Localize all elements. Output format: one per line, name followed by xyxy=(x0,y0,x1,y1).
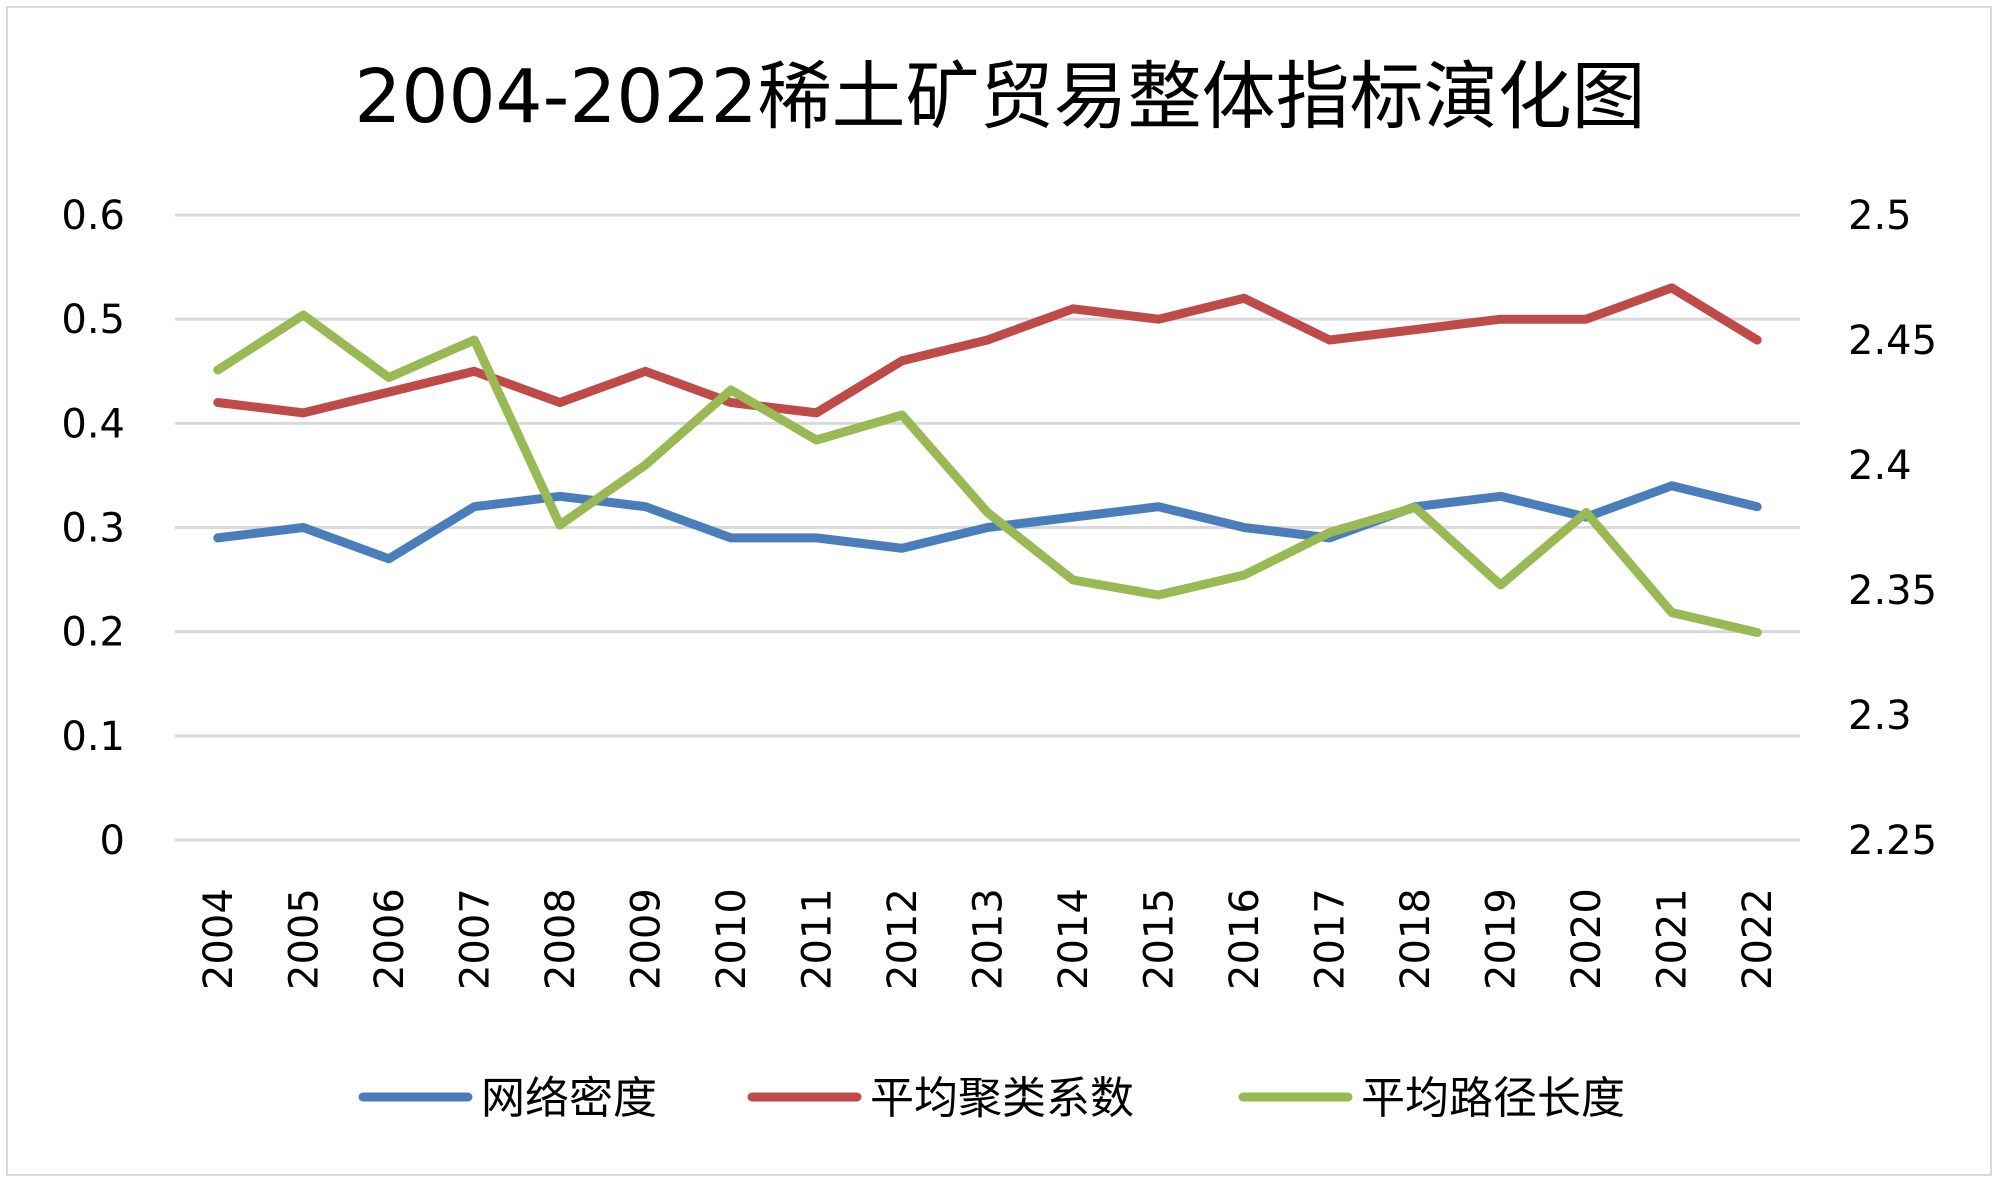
legend-label-0: 网络密度 xyxy=(481,1073,657,1124)
series-line-1 xyxy=(213,283,1762,418)
x-tick-label: 2005 xyxy=(281,888,327,990)
right-tick-label: 2.5 xyxy=(1848,193,1912,239)
x-tick-label: 2020 xyxy=(1564,888,1610,990)
x-tick-label: 2022 xyxy=(1735,888,1781,990)
legend-label-1: 平均聚类系数 xyxy=(870,1073,1134,1124)
x-tick-label: 2013 xyxy=(966,888,1012,990)
x-tick-label: 2014 xyxy=(1051,888,1097,990)
left-tick-label: 0.3 xyxy=(61,506,125,552)
left-tick-label: 0.1 xyxy=(61,714,125,760)
x-tick-label: 2017 xyxy=(1308,888,1354,990)
x-tick-label: 2019 xyxy=(1479,888,1525,990)
right-tick-label: 2.35 xyxy=(1848,568,1937,614)
x-axis-ticks: 2004 2005 2006 2007 2008 2009 2010 2011 2012 2013… xyxy=(196,888,1781,990)
right-axis-ticks: 2.25 2.3 2.35 2.4 2.45 2.5 xyxy=(1848,193,1937,864)
left-tick-label: 0 xyxy=(100,818,125,864)
left-tick-label: 0.2 xyxy=(61,610,125,656)
left-tick-label: 0.5 xyxy=(61,297,125,343)
series-lines xyxy=(213,283,1762,637)
x-tick-label: 2010 xyxy=(709,888,755,990)
series-line-2 xyxy=(213,310,1762,637)
x-tick-label: 2008 xyxy=(538,888,584,990)
legend-label-2: 平均路径长度 xyxy=(1361,1073,1625,1124)
left-tick-label: 0.4 xyxy=(61,401,125,447)
x-tick-label: 2007 xyxy=(452,888,498,990)
legend: 网络密度 平均聚类系数 平均路径长度 xyxy=(358,1073,1625,1124)
right-tick-label: 2.4 xyxy=(1848,443,1912,489)
x-tick-label: 2006 xyxy=(367,888,413,990)
x-tick-label: 2012 xyxy=(880,888,926,990)
x-tick-label: 2009 xyxy=(623,888,669,990)
x-tick-label: 2016 xyxy=(1222,888,1268,990)
right-tick-label: 2.25 xyxy=(1848,818,1937,864)
right-tick-label: 2.45 xyxy=(1848,318,1937,364)
chart-frame xyxy=(6,6,1992,1176)
x-tick-label: 2004 xyxy=(196,888,242,990)
x-tick-label: 2018 xyxy=(1393,888,1439,990)
left-axis-ticks: 0 0.1 0.2 0.3 0.4 0.5 0.6 xyxy=(61,193,125,864)
left-tick-label: 0.6 xyxy=(61,193,125,239)
right-tick-label: 2.3 xyxy=(1848,693,1912,739)
chart-title: 2004-2022稀土矿贸易整体指标演化图 xyxy=(354,54,1645,140)
x-tick-label: 2015 xyxy=(1137,888,1183,990)
x-tick-label: 2021 xyxy=(1650,888,1696,990)
x-tick-label: 2011 xyxy=(794,888,840,990)
series-line-0 xyxy=(213,481,1762,564)
